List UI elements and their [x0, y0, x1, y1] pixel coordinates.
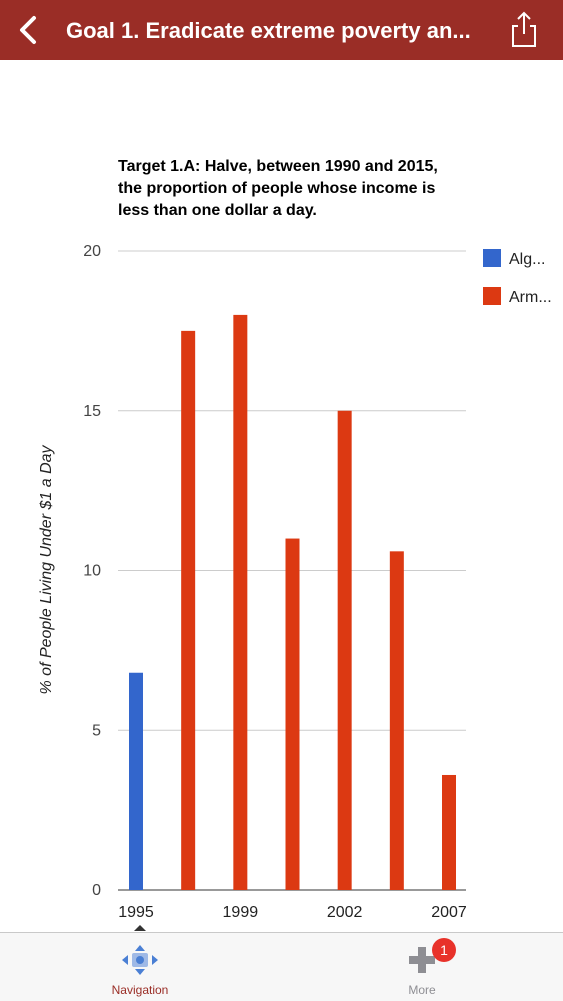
- bar-2007: [442, 774, 456, 890]
- legend-label: Alg...: [509, 251, 545, 268]
- legend-swatch: [483, 287, 501, 305]
- scroll-indicator-icon: [134, 925, 146, 931]
- navigation-bar: Goal 1. Eradicate extreme poverty an...: [0, 0, 563, 60]
- share-icon: [512, 11, 536, 47]
- share-button[interactable]: [505, 8, 543, 50]
- bar-chart: 0 5 10 15 20 % of People Living Under $1 a Da…: [38, 243, 552, 935]
- y-tick-label: 15: [83, 403, 101, 420]
- legend-label: Arm...: [509, 289, 552, 306]
- bar-2002: [337, 410, 352, 890]
- tab-navigation-label: Navigation: [111, 983, 169, 997]
- x-tick-label: 2007: [431, 904, 467, 921]
- notification-badge: 1: [432, 938, 456, 962]
- tab-bar: Navigation More: [0, 932, 563, 1001]
- legend-swatch: [483, 249, 501, 267]
- x-tick-label: 2002: [327, 904, 363, 921]
- chart-title: Target 1.A: Halve, between 1990 and 2015…: [118, 158, 438, 219]
- bar-2001: [285, 538, 300, 890]
- navigation-icon: [122, 945, 158, 975]
- page-title: Goal 1. Eradicate extreme poverty an...: [66, 18, 471, 43]
- y-tick-label: 20: [83, 243, 101, 260]
- back-button[interactable]: [10, 10, 46, 50]
- plus-icon: [409, 947, 435, 973]
- tab-more[interactable]: More: [352, 933, 492, 1001]
- bar-1995: [129, 672, 143, 890]
- bar-2003: [389, 551, 404, 890]
- y-axis-label: % of People Living Under $1 a Day: [38, 444, 55, 694]
- bar-1996: [181, 330, 196, 890]
- tab-navigation[interactable]: Navigation: [70, 933, 210, 1001]
- x-tick-label: 1995: [118, 904, 154, 921]
- bar-1999: [233, 314, 248, 890]
- x-tick-label: 1999: [223, 904, 259, 921]
- y-tick-label: 5: [92, 722, 101, 739]
- tab-more-label: More: [408, 983, 436, 997]
- chevron-left-icon: [20, 16, 36, 44]
- y-tick-label: 0: [92, 882, 101, 899]
- y-tick-label: 10: [83, 563, 101, 580]
